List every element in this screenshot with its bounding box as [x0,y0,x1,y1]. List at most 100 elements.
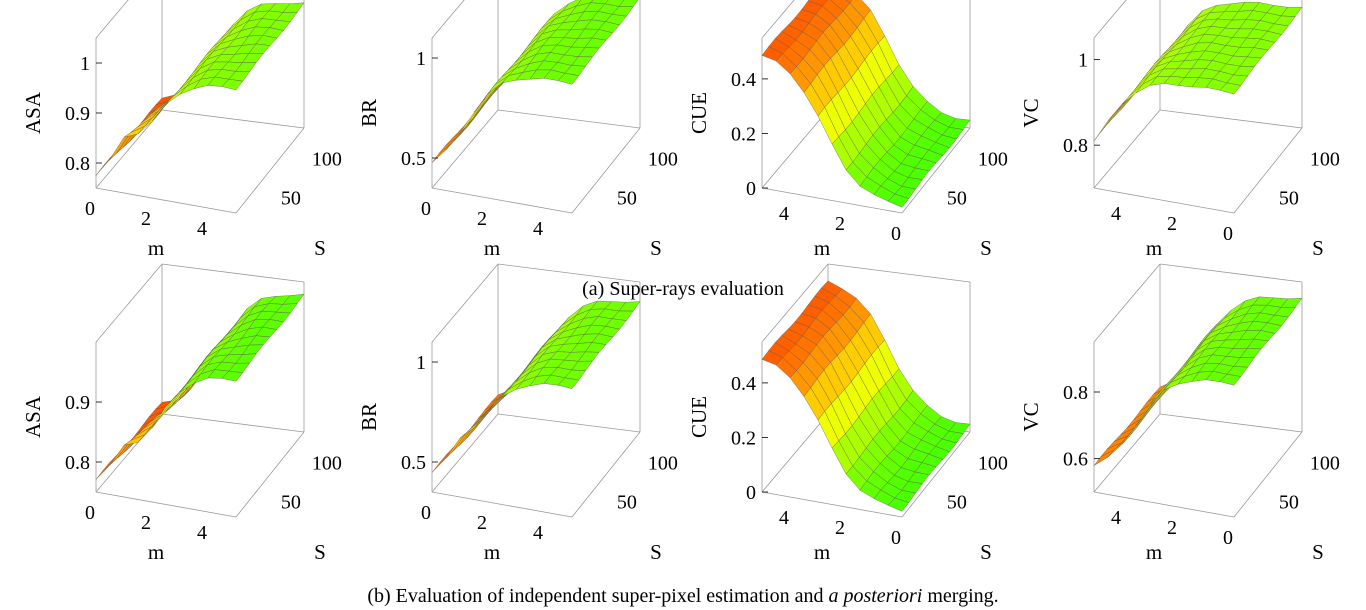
x-tick-label: 2 [477,208,487,230]
box-edge-front [761,187,903,214]
x-tick-label: 4 [1111,507,1121,529]
box-edge-front [431,491,573,518]
surface-patch [95,152,117,176]
box-edge [161,109,305,129]
x-tick-label: 2 [835,213,845,235]
box-edge [1159,109,1303,129]
x-axis-label: m [148,236,164,260]
x-tick-label: 2 [1167,517,1177,539]
box-edge-front [761,491,903,518]
x-axis-label: m [148,540,164,564]
box-edge [1093,0,1127,39]
z-axis-label: VC [1019,402,1043,431]
x-tick-label: 0 [891,223,901,245]
box-edge [161,263,305,283]
caption-a-text: (a) Super-rays evaluation [582,278,784,300]
y-tick-label: 50 [1279,187,1299,209]
x-tick-label: 0 [421,502,431,524]
y-tick-label: 50 [617,187,637,209]
x-tick-label: 2 [141,208,151,230]
caption-a: (a) Super-rays evaluation [0,278,1366,301]
z-tick-label: 0.8 [1063,135,1088,157]
y-axis-label: S [980,236,992,260]
box-edge [761,0,795,39]
z-tick-label: 0.2 [731,123,756,145]
z-axis-label: CUE [687,396,711,438]
box-edge [497,109,641,129]
y-tick-label: 100 [312,149,342,171]
x-axis-label: m [1146,540,1162,564]
y-tick-label: 50 [617,491,637,513]
x-tick-label: 0 [421,198,431,220]
surface-patch [221,79,244,91]
y-tick-label: 100 [1310,453,1340,475]
z-tick-label: 0.4 [731,373,756,395]
chart-b1: 0.8 0.9 ASA 0 2 4 m 50 100 S [21,263,342,564]
surface-patch [221,370,244,382]
x-tick-label: 0 [891,527,901,549]
surface-patch [109,132,131,160]
z-axis-label: BR [357,99,381,127]
x-tick-label: 0 [85,198,95,220]
surface-patch [1100,106,1122,133]
z-tick-label: 0 [746,482,756,504]
z-tick-label: 0 [746,178,756,200]
caption-b-post: merging. [922,585,999,607]
y-tick-label: 100 [312,453,342,475]
x-tick-label: 4 [197,218,207,240]
box-edge [1159,413,1303,433]
chart-a4: 0.8 1 VC 4 2 0 m 50 100 S [1019,0,1340,260]
box-edge [1093,413,1161,493]
x-tick-label: 2 [835,517,845,539]
surface-patch [165,86,187,105]
z-tick-label: 1 [416,352,426,374]
z-tick-label: 1 [80,53,90,75]
z-tick-label: 0.8 [65,153,90,175]
surface-patch [845,0,853,4]
chart-b2: 0.5 1 BR 0 2 4 m 50 100 S [357,263,678,564]
y-tick-label: 50 [947,187,967,209]
box-edge [161,413,305,433]
box-edge [761,109,829,189]
y-axis-label: S [650,236,662,260]
z-tick-label: 0.2 [731,427,756,449]
y-axis-label: S [314,540,326,564]
x-tick-label: 0 [1223,527,1233,549]
box-edge-front [1233,431,1303,518]
x-tick-label: 4 [1111,203,1121,225]
surface-patch [887,193,910,208]
z-axis-label: ASA [21,91,45,134]
caption-b: (b) Evaluation of independent super-pixe… [0,585,1366,608]
chart-a1: 0.8 0.9 1 ASA 0 2 4 m 50 100 S [21,0,342,260]
surface-patch [478,398,500,425]
y-axis-label: S [650,540,662,564]
surface-patch [557,73,580,85]
x-axis-label: m [484,236,500,260]
x-tick-label: 2 [141,512,151,534]
box-edge-front [571,431,641,518]
box-edge [497,413,641,433]
x-tick-label: 4 [779,203,789,225]
x-tick-label: 4 [197,522,207,544]
box-edge [95,263,163,343]
caption-b-pre: (b) Evaluation of independent super-pixe… [367,585,829,607]
y-tick-label: 50 [1279,491,1299,513]
y-axis-label: S [1312,540,1324,564]
surface-patch [1121,84,1143,105]
surface-patch [445,125,467,150]
x-axis-label: m [814,540,830,564]
box-edge [431,413,499,493]
x-tick-label: 2 [1167,213,1177,235]
caption-b-em: a posteriori [828,585,923,607]
box-edge-front [235,431,305,518]
z-axis-label: ASA [21,395,45,438]
z-tick-label: 1 [416,48,426,70]
box-edge-front [1093,187,1235,214]
box-edge-front [95,491,237,518]
box-edge [1093,263,1161,343]
y-axis-label: S [980,540,992,564]
box-edge [827,263,971,283]
chart-b4: 0.6 0.8 VC 4 2 0 m 50 100 S [1019,263,1340,564]
surface-patch [473,403,495,428]
